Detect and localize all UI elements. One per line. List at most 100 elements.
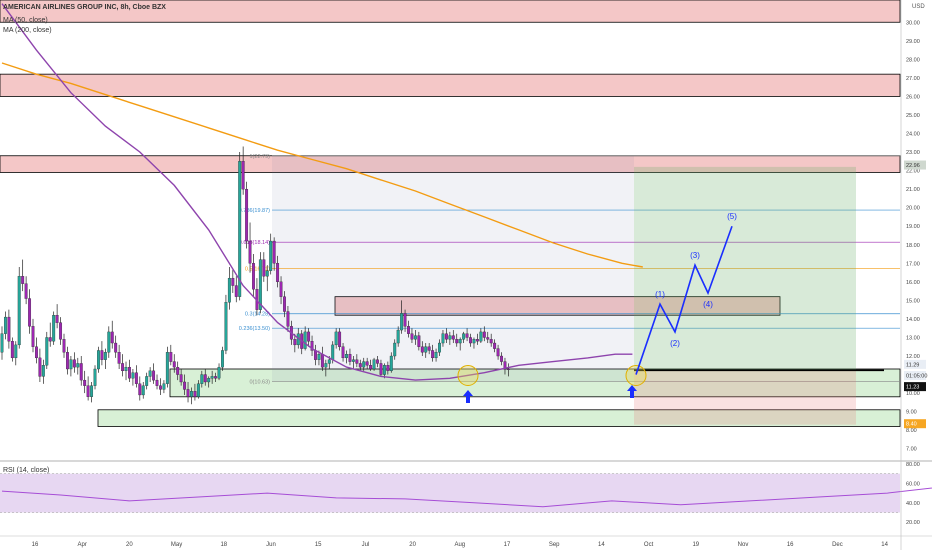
- candle-body[interactable]: [486, 337, 490, 340]
- candle-body[interactable]: [169, 352, 173, 362]
- candle-body[interactable]: [100, 350, 104, 360]
- candle-body[interactable]: [489, 339, 493, 344]
- candle-body[interactable]: [451, 335, 455, 340]
- candle-body[interactable]: [338, 331, 342, 347]
- candle-body[interactable]: [372, 359, 376, 370]
- candle-body[interactable]: [107, 331, 111, 353]
- candle-body[interactable]: [145, 376, 149, 386]
- candle-body[interactable]: [165, 352, 169, 384]
- candle-body[interactable]: [262, 259, 266, 277]
- candle-body[interactable]: [190, 391, 193, 397]
- candle-body[interactable]: [227, 277, 231, 303]
- candle-body[interactable]: [351, 359, 355, 362]
- support-zone[interactable]: [97, 409, 901, 427]
- candle-body[interactable]: [66, 352, 69, 370]
- candle-body[interactable]: [434, 352, 438, 359]
- candle-body[interactable]: [21, 276, 25, 284]
- candle-body[interactable]: [138, 383, 142, 396]
- candle-body[interactable]: [45, 337, 49, 366]
- candle-body[interactable]: [417, 335, 421, 347]
- candle-body[interactable]: [35, 346, 38, 359]
- candle-body[interactable]: [503, 361, 507, 370]
- supply-box[interactable]: [334, 296, 781, 316]
- candle-body[interactable]: [420, 346, 424, 353]
- candle-body[interactable]: [365, 361, 369, 366]
- candle-body[interactable]: [110, 331, 114, 344]
- candle-body[interactable]: [41, 365, 45, 377]
- candle-body[interactable]: [303, 331, 307, 349]
- candle-body[interactable]: [472, 339, 476, 344]
- candle-body[interactable]: [252, 263, 255, 290]
- candle-body[interactable]: [320, 354, 324, 368]
- candle-body[interactable]: [162, 383, 166, 390]
- candle-body[interactable]: [124, 366, 128, 372]
- candle-body[interactable]: [469, 337, 472, 344]
- candle-body[interactable]: [400, 313, 404, 331]
- candle-body[interactable]: [7, 316, 11, 342]
- candle-body[interactable]: [265, 270, 269, 277]
- candle-body[interactable]: [31, 326, 35, 347]
- candle-body[interactable]: [152, 370, 156, 381]
- candle-body[interactable]: [479, 331, 483, 342]
- candle-body[interactable]: [148, 370, 152, 377]
- candle-body[interactable]: [317, 354, 321, 360]
- candle-body[interactable]: [186, 389, 190, 397]
- candle-body[interactable]: [83, 379, 87, 386]
- candle-body[interactable]: [269, 240, 273, 271]
- candle-body[interactable]: [506, 368, 510, 370]
- candle-body[interactable]: [159, 385, 162, 390]
- candle-body[interactable]: [103, 352, 107, 360]
- candle-body[interactable]: [141, 385, 145, 396]
- candle-body[interactable]: [355, 359, 359, 364]
- candle-body[interactable]: [448, 335, 452, 340]
- candle-body[interactable]: [279, 281, 283, 297]
- candle-body[interactable]: [382, 365, 386, 375]
- candle-body[interactable]: [62, 339, 66, 353]
- candle-body[interactable]: [403, 313, 407, 327]
- candle-body[interactable]: [348, 354, 352, 362]
- candle-body[interactable]: [238, 161, 242, 297]
- candle-body[interactable]: [283, 296, 286, 312]
- candle-body[interactable]: [193, 391, 197, 397]
- candle-body[interactable]: [38, 357, 42, 377]
- candle-body[interactable]: [376, 359, 379, 364]
- candle-body[interactable]: [0, 333, 4, 353]
- candle-body[interactable]: [155, 379, 159, 386]
- candle-body[interactable]: [310, 341, 314, 351]
- candle-body[interactable]: [331, 344, 335, 360]
- candle-body[interactable]: [52, 315, 56, 342]
- candle-body[interactable]: [314, 350, 317, 360]
- candle-body[interactable]: [10, 341, 14, 359]
- candle-body[interactable]: [245, 188, 249, 242]
- candle-body[interactable]: [131, 372, 135, 379]
- candle-body[interactable]: [121, 363, 125, 372]
- candle-body[interactable]: [327, 359, 331, 364]
- candle-body[interactable]: [200, 374, 204, 384]
- resistance-zone[interactable]: [0, 73, 901, 97]
- candle-body[interactable]: [217, 366, 221, 379]
- candle-body[interactable]: [214, 376, 218, 379]
- candle-body[interactable]: [475, 339, 479, 342]
- resistance-zone[interactable]: [0, 0, 901, 23]
- candle-body[interactable]: [427, 346, 431, 351]
- candle-body[interactable]: [358, 363, 362, 368]
- support-zone[interactable]: [169, 368, 901, 398]
- candle-body[interactable]: [438, 342, 441, 353]
- candle-body[interactable]: [258, 259, 262, 310]
- candle-body[interactable]: [176, 366, 180, 375]
- candle-body[interactable]: [48, 337, 52, 342]
- candle-body[interactable]: [24, 283, 28, 299]
- candle-body[interactable]: [334, 331, 338, 346]
- candle-body[interactable]: [458, 339, 462, 344]
- candle-body[interactable]: [221, 350, 224, 368]
- candle-body[interactable]: [59, 322, 63, 340]
- candle-body[interactable]: [248, 240, 252, 264]
- candle-body[interactable]: [234, 285, 238, 297]
- candle-body[interactable]: [72, 359, 76, 368]
- candle-body[interactable]: [17, 276, 21, 346]
- candle-body[interactable]: [444, 333, 448, 340]
- candle-body[interactable]: [128, 366, 131, 379]
- candle-body[interactable]: [114, 342, 118, 353]
- candle-body[interactable]: [410, 333, 414, 340]
